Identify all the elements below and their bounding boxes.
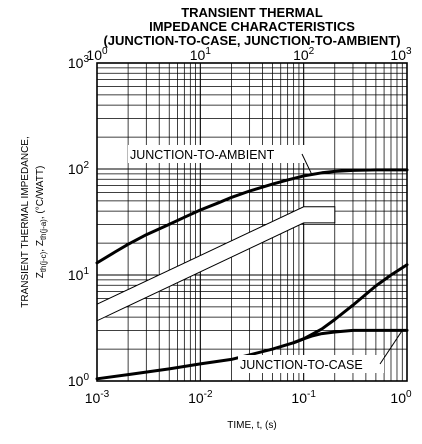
x-tick-label: 100 <box>390 389 412 406</box>
y-tick-label: 102 <box>68 160 90 177</box>
y-axis-label-line-2: Zth(j-c), Zth(j-a), (°C/WATT) <box>35 166 48 279</box>
y-axis-label-line-1: TRANSIENT THERMAL IMPEDANCE, <box>20 136 31 308</box>
series-layer <box>95 168 409 381</box>
chart-title-line-3: (JUNCTION-TO-CASE, JUNCTION-TO-AMBIENT) <box>103 33 400 48</box>
x-tick-label: 10-2 <box>188 389 213 406</box>
chart-title-line-1: TRANSIENT THERMAL <box>181 5 323 20</box>
series-line-0 <box>95 168 409 265</box>
x-axis-label: TIME, t, (s) <box>227 420 276 431</box>
plot-frame <box>96 62 408 382</box>
annotations: JUNCTION-TO-AMBIENT JUNCTION-TO-CASE <box>128 145 403 373</box>
annotation-label: JUNCTION-TO-AMBIENT <box>130 148 275 162</box>
y-tick-label: 100 <box>68 372 90 389</box>
series-line-2 <box>292 263 409 345</box>
x-tick-label: 10-3 <box>85 389 110 406</box>
annotation-leader <box>379 330 403 365</box>
x-tick-label: 10-1 <box>291 389 316 406</box>
annotation-background <box>128 145 306 163</box>
y-tick-label: 101 <box>68 266 90 283</box>
chart-title-line-2: IMPEDANCE CHARACTERISTICS <box>149 19 355 34</box>
annotation-label: JUNCTION-TO-CASE <box>240 358 363 372</box>
grid <box>97 63 407 381</box>
annotation-background <box>238 355 384 373</box>
top-x-tick-label: 101 <box>190 46 212 63</box>
annotation-leader <box>301 153 313 175</box>
y-tick-label: 103 <box>68 54 90 71</box>
top-x-tick-label: 103 <box>390 46 412 63</box>
top-x-tick-label: 100 <box>86 46 108 63</box>
top-x-tick-label: 102 <box>293 46 315 63</box>
